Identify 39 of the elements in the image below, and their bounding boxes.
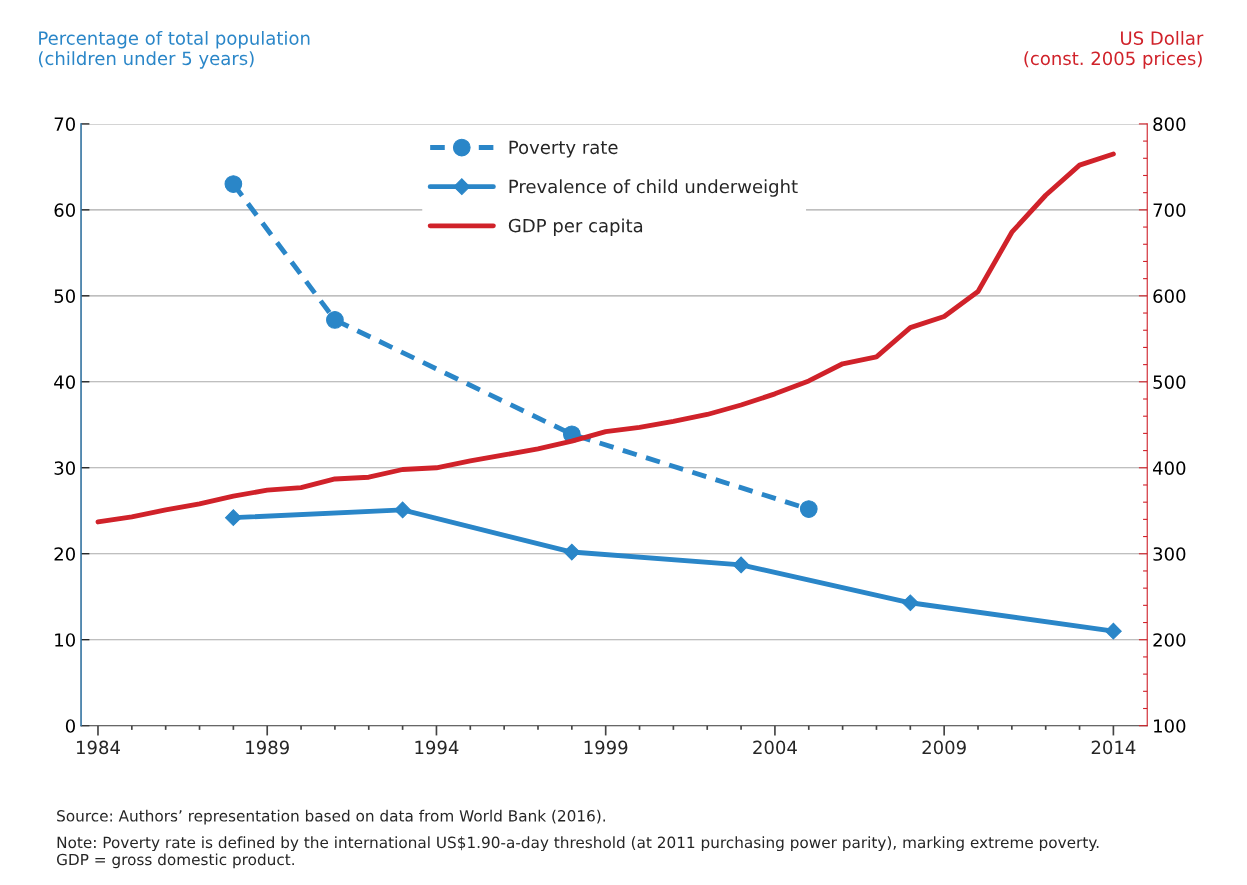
y-tick-label: 0	[65, 719, 75, 733]
y-axis-title: Percentage of total population (children under 5 years)	[38, 30, 310, 69]
y-tick-label: 70	[54, 117, 75, 132]
y2-tick-label: 100	[1154, 719, 1186, 733]
x-tick-label: 2014	[1091, 740, 1136, 755]
y-tick-label: 20	[54, 547, 75, 561]
text: Note: Poverty rate is defined by the international US$1.90-a-day threshold (at 2011 purchasing power parity), marking extreme poverty. GDP = gross domestic product.	[56, 836, 1099, 869]
point	[224, 175, 243, 193]
x-tick-label: 2009	[922, 740, 966, 755]
point	[563, 543, 581, 561]
y2-tick-label: 300	[1153, 547, 1186, 561]
y2-tick-label: 800	[1153, 117, 1186, 132]
legend-label: GDP per capita	[508, 218, 643, 236]
point	[1105, 622, 1122, 640]
source-note: Source: Authors’ representation based on data from World Bank (2016).	[57, 809, 605, 825]
point	[224, 509, 242, 527]
y2-tick-label: 200	[1153, 633, 1186, 647]
y2-tick-label: 400	[1152, 461, 1186, 475]
y-tick-label: 50	[54, 289, 75, 303]
point	[326, 311, 344, 329]
y2-tick-label: 600	[1153, 289, 1186, 303]
x-tick-label: 2004	[753, 740, 797, 755]
point	[394, 501, 411, 519]
point	[901, 594, 919, 612]
point	[732, 556, 750, 574]
x-tick-label: 1994	[415, 740, 459, 755]
legend-label: Poverty rate	[509, 140, 618, 158]
legend-label: Prevalence of child underweight	[509, 179, 798, 197]
x-tick-label: 1989	[246, 740, 289, 755]
y2-axis-title: US Dollar (const. 2005 prices)	[1024, 30, 1204, 69]
y2-tick-label: 700	[1153, 203, 1186, 217]
x-tick-label: 1984	[76, 740, 120, 755]
x-tick-label: 1999	[584, 740, 628, 755]
point	[799, 500, 818, 518]
y-tick-label: 40	[54, 375, 75, 389]
y-tick-label: 60	[54, 203, 75, 217]
y-tick-label: 10	[55, 633, 75, 647]
y-tick-label: 30	[54, 461, 75, 475]
y2-tick-label: 500	[1153, 375, 1186, 389]
